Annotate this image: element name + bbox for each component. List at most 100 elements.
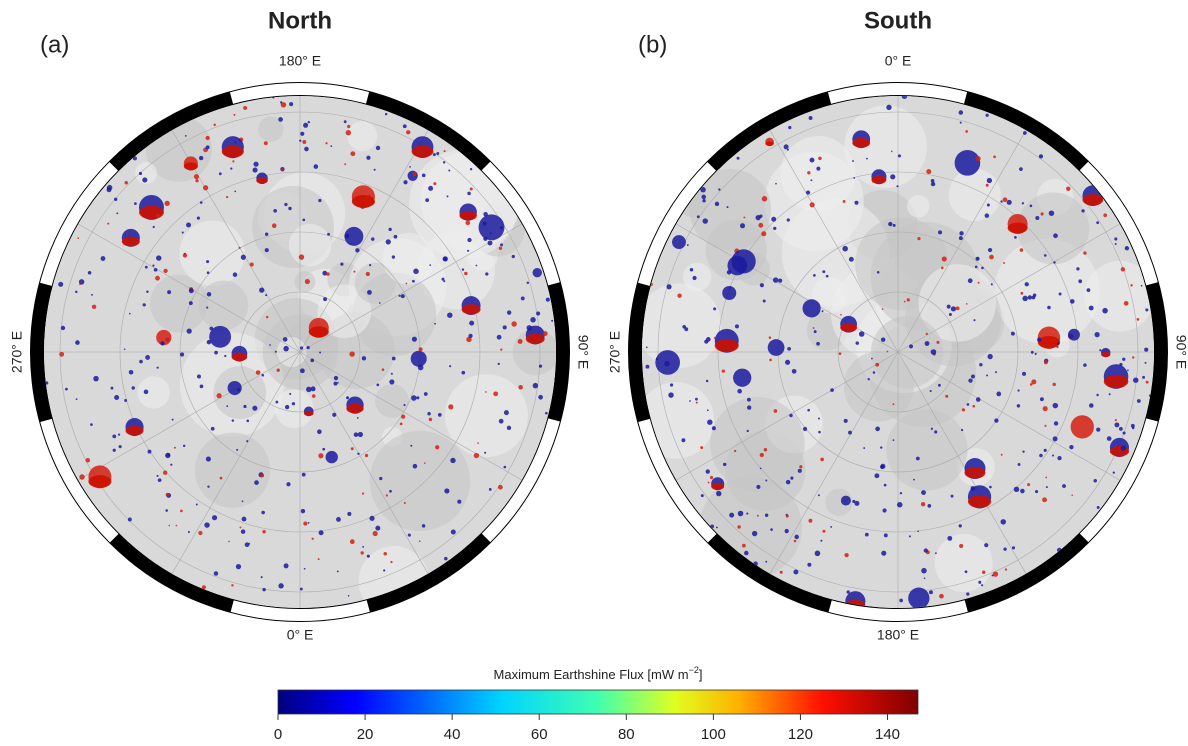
crater: [1006, 199, 1012, 205]
crater: [959, 121, 962, 124]
crater: [246, 440, 249, 443]
colorbar-tick-label: 140: [875, 726, 900, 743]
crater: [901, 96, 908, 99]
crater: [421, 173, 426, 178]
crater: [381, 368, 385, 371]
crater: [892, 439, 895, 442]
crater: [241, 500, 244, 503]
crater: [769, 358, 772, 362]
crater: [821, 310, 824, 313]
crater: [723, 462, 727, 467]
crater: [198, 155, 204, 161]
crater: [1086, 288, 1091, 293]
crater: [1000, 453, 1003, 456]
longitude-label: 180° E: [877, 627, 919, 643]
crater: [818, 156, 822, 161]
crater: [786, 148, 789, 151]
longitude-label: 0° E: [885, 53, 912, 69]
crater: [206, 271, 210, 275]
crater: [243, 105, 248, 110]
crater: [1027, 483, 1031, 487]
crater: [139, 359, 143, 364]
crater: [897, 154, 901, 158]
crater: [775, 182, 777, 185]
crater: [897, 502, 903, 508]
panel-label: (b): [638, 31, 667, 58]
crater: [106, 187, 112, 193]
crater: [1093, 478, 1097, 483]
terrain: [886, 409, 968, 491]
crater: [205, 135, 210, 141]
crater: [950, 494, 954, 498]
crater: [281, 168, 284, 171]
crater: [147, 449, 152, 454]
panel-title: South: [864, 7, 932, 34]
crater: [992, 571, 999, 577]
crater: [477, 442, 479, 444]
crater: [1045, 476, 1048, 479]
crater: [853, 177, 856, 179]
crater: [283, 563, 289, 569]
graticule: [897, 351, 1120, 481]
crater: [260, 473, 265, 478]
crater: [87, 270, 92, 275]
crater: [418, 540, 421, 543]
crater: [718, 188, 721, 191]
crater: [990, 283, 993, 286]
crater: [1039, 397, 1044, 402]
crater: [655, 350, 680, 375]
crater: [252, 167, 258, 173]
crater: [864, 532, 869, 537]
crater: [349, 539, 355, 545]
crater: [825, 274, 829, 278]
crater: [193, 174, 200, 180]
crater: [1043, 254, 1047, 257]
crater: [410, 350, 427, 367]
crater: [1145, 308, 1149, 312]
crater: [822, 529, 826, 533]
crater: [909, 344, 914, 349]
crater: [317, 429, 322, 435]
crater: [165, 452, 171, 459]
crater: [350, 151, 356, 157]
crater-rim: [1037, 336, 1061, 349]
crater: [303, 122, 309, 128]
crater: [323, 297, 327, 302]
crater: [934, 552, 937, 555]
crater: [773, 409, 778, 413]
crater: [530, 317, 536, 323]
crater: [405, 282, 408, 285]
crater: [975, 155, 981, 162]
crater: [926, 169, 932, 175]
crater: [390, 372, 393, 375]
crater: [1030, 350, 1034, 354]
crater: [700, 494, 704, 498]
crater: [700, 186, 706, 193]
crater: [1047, 305, 1051, 310]
crater: [393, 234, 398, 239]
crater: [403, 403, 406, 407]
crater-rim: [871, 175, 887, 184]
crater: [1119, 362, 1123, 367]
crater: [391, 255, 396, 259]
crater: [1022, 295, 1028, 302]
crater: [218, 172, 222, 176]
crater: [367, 290, 372, 295]
crater: [506, 425, 512, 431]
crater: [326, 272, 330, 276]
maps: North (a) 180° E 0° E 270° E 90° E South (b) 0° …: [9, 7, 1188, 643]
crater: [252, 405, 258, 411]
graticule: [897, 351, 1027, 574]
terrain: [137, 376, 170, 409]
crater: [469, 320, 475, 326]
crater: [791, 368, 797, 374]
crater: [123, 348, 126, 350]
crater: [184, 134, 187, 137]
crater: [205, 145, 210, 150]
crater: [938, 383, 941, 387]
crater: [427, 412, 431, 416]
crater: [156, 329, 172, 346]
crater: [645, 346, 648, 349]
polar-map: South (b) 0° E 180° E 270° E 90° E: [607, 7, 1188, 643]
crater: [788, 125, 792, 130]
